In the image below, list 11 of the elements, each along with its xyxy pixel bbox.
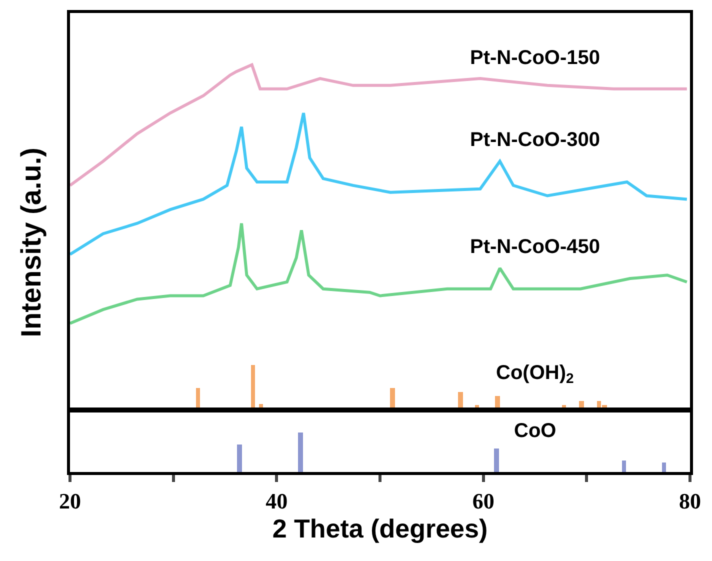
series-label: Pt-N-CoO-450: [470, 236, 600, 258]
x-tick-label: 80: [679, 488, 701, 514]
series-label: Co(OH)$_{2}$: [496, 362, 574, 386]
x-tick-label: 60: [472, 488, 494, 514]
x-tick-label: 40: [266, 488, 288, 514]
series-label: Pt-N-CoO-300: [470, 129, 600, 151]
y-axis-title: Intensity (a.u.): [15, 148, 46, 338]
x-tick-label: 20: [59, 488, 81, 514]
x-axis-title: 2 Theta (degrees): [272, 513, 488, 544]
series-label: CoO: [514, 420, 556, 442]
series-label: Pt-N-CoO-150: [470, 47, 600, 69]
